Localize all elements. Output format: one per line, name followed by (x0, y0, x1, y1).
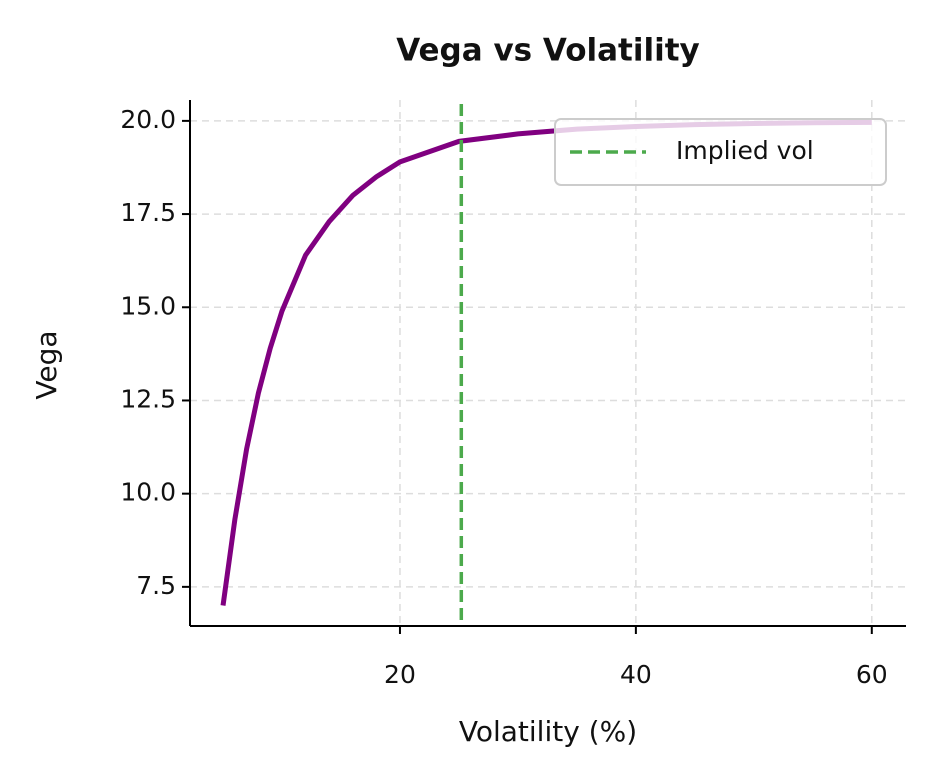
y-tick-label: 7.5 (136, 571, 176, 600)
x-tick-label: 20 (384, 660, 416, 689)
y-tick-label: 17.5 (120, 198, 176, 227)
line-series (220, 119, 872, 606)
x-axis-label: Volatility (%) (459, 715, 637, 748)
x-tick-label: 60 (856, 660, 888, 689)
y-tick-label: 20.0 (120, 105, 176, 134)
y-tick-label: 12.5 (120, 384, 176, 413)
legend-box (554, 118, 887, 186)
y-tick-label: 10.0 (120, 478, 176, 507)
y-axis-label: Vega (30, 330, 63, 399)
legend-label: Implied vol (676, 136, 814, 165)
y-tick-label: 15.0 (120, 291, 176, 320)
x-tick-label: 40 (620, 660, 652, 689)
chart-title: Vega vs Volatility (396, 33, 700, 69)
